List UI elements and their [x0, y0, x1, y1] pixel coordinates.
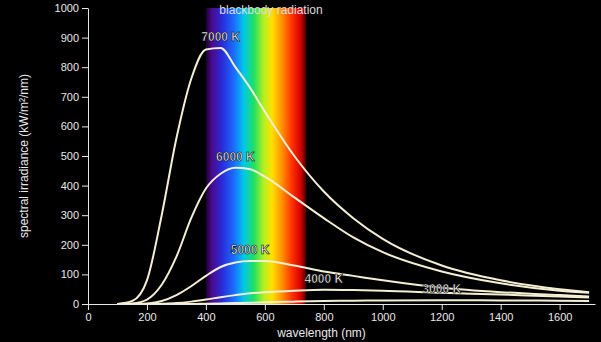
y-tick: 700: [61, 91, 88, 103]
y-tick: 800: [61, 61, 88, 73]
y-axis: 0 100 200 300 400 500 600 700 800 900 1000: [55, 2, 89, 310]
curve-label: 5000 K: [231, 243, 270, 257]
x-tick-mark: [442, 304, 443, 310]
y-tick: 200: [61, 239, 88, 251]
y-tick-label: 900: [61, 32, 79, 44]
y-axis-title: spectral irradiance (kW/m²/nm): [17, 74, 31, 238]
y-tick-label: 300: [61, 209, 79, 221]
title: blackbody radiation: [219, 3, 322, 17]
curve-label: 4000 K: [304, 272, 343, 286]
x-tick: 400: [197, 304, 215, 323]
y-tick-label: 1000: [55, 2, 79, 14]
y-tick-label: 700: [61, 91, 79, 103]
x-tick-label: 200: [138, 311, 156, 323]
curve: [117, 300, 589, 304]
x-tick: 1000: [371, 304, 395, 323]
x-tick-mark: [265, 304, 266, 310]
curve: [117, 261, 589, 304]
y-tick-mark: [82, 38, 88, 39]
y-tick: 100: [61, 268, 88, 280]
x-tick-label: 1000: [371, 311, 395, 323]
y-tick-label: 600: [61, 120, 79, 132]
y-tick: 0: [73, 298, 88, 310]
curve-label: 7000 K: [201, 30, 240, 44]
y-tick-mark: [82, 245, 88, 246]
x-axis: 0 200 400 600 800 1000 1200 1400 1600: [85, 304, 595, 323]
y-tick-label: 500: [61, 150, 79, 162]
y-tick: 1000: [55, 2, 88, 14]
curve: [117, 290, 589, 304]
y-tick-mark: [82, 215, 88, 216]
y-axis-line: [88, 9, 89, 305]
x-tick-label: 400: [197, 311, 215, 323]
x-tick-label: 600: [256, 311, 274, 323]
x-tick-label: 800: [315, 311, 333, 323]
y-tick-label: 800: [61, 61, 79, 73]
y-tick: 500: [61, 150, 88, 162]
x-tick-label: 0: [85, 311, 91, 323]
y-tick: 900: [61, 32, 88, 44]
curve: [117, 168, 589, 304]
curve-label: 3000 K: [422, 282, 461, 296]
background: [0, 0, 601, 342]
x-tick-label: 1400: [489, 311, 513, 323]
y-tick-mark: [82, 126, 88, 127]
plot: 7000 K 6000 K 5000 K 4000 K 3000 K 0 200 400 600…: [55, 2, 596, 323]
x-tick-mark: [206, 304, 207, 310]
y-tick-mark: [82, 67, 88, 68]
y-tick-label: 400: [61, 180, 79, 192]
x-tick-label: 1200: [430, 311, 454, 323]
x-tick: 800: [315, 304, 333, 323]
y-tick-label: 200: [61, 239, 79, 251]
x-tick: 1200: [430, 304, 454, 323]
x-tick-mark: [383, 304, 384, 310]
y-tick-label: 100: [61, 268, 79, 280]
x-axis-title: wavelength (nm): [276, 326, 366, 340]
y-tick-mark: [82, 274, 88, 275]
x-tick: 1600: [548, 304, 572, 323]
y-tick-mark: [82, 97, 88, 98]
x-tick: 200: [138, 304, 156, 323]
y-tick: 400: [61, 180, 88, 192]
y-tick-mark: [82, 186, 88, 187]
x-tick-mark: [88, 304, 89, 310]
x-tick-mark: [501, 304, 502, 310]
y-tick: 600: [61, 120, 88, 132]
y-tick: 300: [61, 209, 88, 221]
chart: 7000 K 6000 K 5000 K 4000 K 3000 K 0 200 400 600…: [0, 0, 601, 342]
x-tick-mark: [324, 304, 325, 310]
x-tick: 600: [256, 304, 274, 323]
visible-spectrum-band: [206, 8, 306, 304]
x-tick-mark: [560, 304, 561, 310]
x-axis-line: [89, 304, 596, 305]
curve: [117, 48, 589, 304]
x-tick-mark: [147, 304, 148, 310]
y-tick-label: 0: [73, 298, 79, 310]
x-tick-label: 1600: [548, 311, 572, 323]
x-tick: 0: [85, 304, 91, 323]
y-tick-mark: [82, 156, 88, 157]
y-tick-mark: [82, 8, 88, 9]
y-tick-mark: [82, 304, 88, 305]
plot-area: [117, 8, 589, 304]
curve-label: 6000 K: [216, 150, 255, 164]
x-tick: 1400: [489, 304, 513, 323]
curve-labels: 7000 K 6000 K 5000 K 4000 K 3000 K: [201, 30, 461, 296]
